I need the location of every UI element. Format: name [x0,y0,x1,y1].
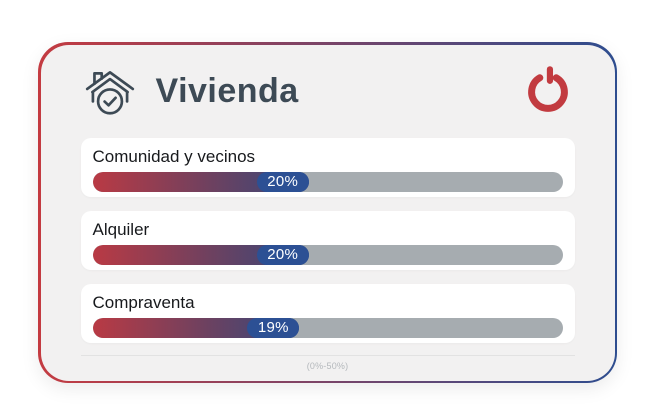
vivienda-card: Vivienda Comunidad y vecinos 20% Alquile… [38,42,617,383]
bar-track: 20% [92,171,563,192]
bar-track: 19% [92,317,563,338]
house-check-icon [85,71,134,115]
footer-divider [80,354,575,356]
power-logo-icon [527,66,568,112]
bar-row-compraventa: Compraventa 19% [80,283,575,343]
bar-row-comunidad: Comunidad y vecinos 20% [80,137,575,197]
bar-label: Comunidad y vecinos [92,146,256,166]
axis-scale-note: (0%-50%) [306,360,349,371]
card-body: Vivienda Comunidad y vecinos 20% Alquile… [40,44,615,381]
bar-track: 20% [92,244,563,265]
page-title: Vivienda [155,71,299,110]
bar-label: Compraventa [92,292,195,312]
card-footer: (0%-50%) [80,354,575,371]
bar-fill: 20% [92,171,309,192]
bar-value-badge: 20% [256,171,309,192]
bar-row-alquiler: Alquiler 20% [80,210,575,270]
bar-fill: 19% [92,317,300,338]
bar-value-badge: 19% [247,317,300,338]
bar-label: Alquiler [92,219,150,239]
bar-fill: 20% [92,244,309,265]
bar-value-badge: 20% [256,244,309,265]
card-header: Vivienda [81,45,575,138]
bar-list: Comunidad y vecinos 20% Alquiler 20% Com… [80,137,575,343]
